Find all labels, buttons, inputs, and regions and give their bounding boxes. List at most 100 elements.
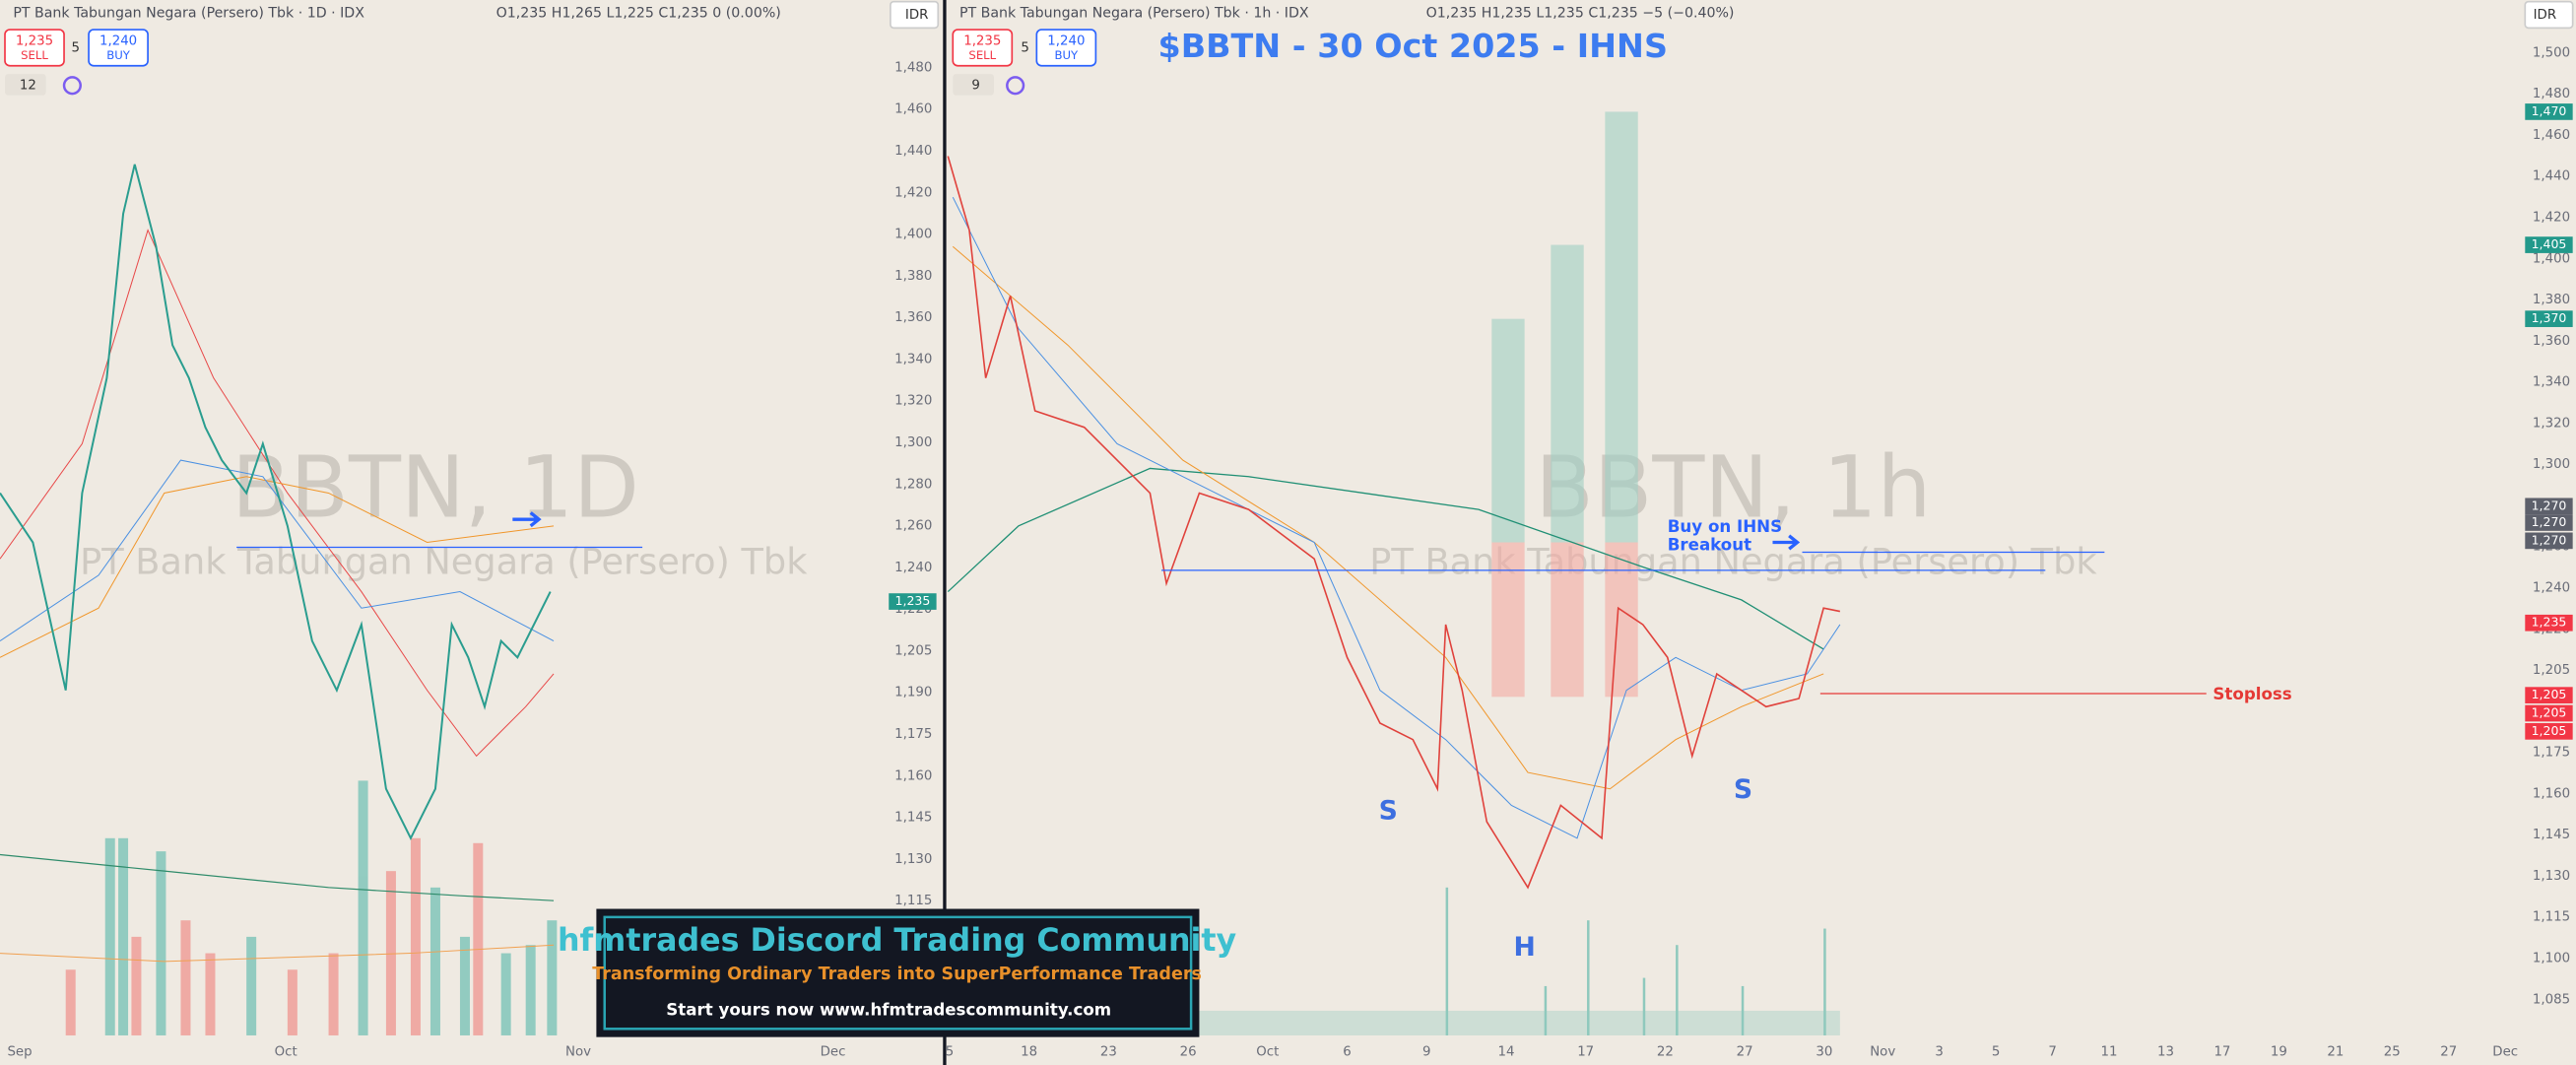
price-axis-label: 1,175 bbox=[2533, 746, 2570, 761]
price-axis-label: 1,130 bbox=[894, 852, 932, 867]
price-badge bbox=[2525, 310, 2573, 327]
time-axis-label: Dec bbox=[2492, 1045, 2518, 1060]
currency: IDR bbox=[2534, 8, 2556, 23]
price-axis-label: 1,100 bbox=[2533, 951, 2570, 965]
banner bbox=[596, 908, 1200, 1037]
arrow bbox=[512, 511, 542, 528]
pattern-label: S bbox=[1734, 774, 1752, 805]
time-axis-label: 26 bbox=[1180, 1045, 1197, 1060]
price-axis-label: 1,160 bbox=[2533, 786, 2570, 801]
buy-label: BUY bbox=[106, 48, 131, 62]
sell-button[interactable] bbox=[952, 29, 1014, 67]
watermark-name: PT Bank Tabungan Negara (Persero) Tbk bbox=[1369, 541, 2097, 583]
quantity: 5 bbox=[71, 40, 79, 55]
price-axis-label: 1,300 bbox=[894, 435, 932, 450]
time-axis-label: Nov bbox=[565, 1045, 591, 1060]
moving-average bbox=[0, 854, 554, 900]
moving-average bbox=[0, 231, 554, 757]
time-axis-label: Oct bbox=[1256, 1045, 1279, 1060]
time-axis-label: 3 bbox=[1935, 1045, 1943, 1060]
price-axis-label: 1,480 bbox=[894, 60, 932, 75]
price-axis-label: 1,320 bbox=[894, 394, 932, 409]
ohlc: O1,235 H1,235 L1,235 C1,235 −5 (−0.40%) bbox=[1426, 5, 1735, 21]
moving-average bbox=[948, 468, 1823, 649]
icon[interactable] bbox=[1006, 76, 1025, 96]
price-axis-label: 1,280 bbox=[894, 477, 932, 492]
price-axis-label: 1,205 bbox=[894, 643, 932, 658]
banner-subtitle: Transforming Ordinary Traders into Super… bbox=[592, 965, 1202, 984]
sell-price: 1,235 bbox=[16, 34, 53, 49]
time-axis-label: 5 bbox=[946, 1045, 954, 1060]
indicator-toggle[interactable] bbox=[953, 74, 994, 96]
price-axis-label: 1,360 bbox=[2533, 334, 2570, 349]
annotation: Stoploss bbox=[2213, 685, 2291, 703]
time-axis-label: Oct bbox=[275, 1045, 297, 1060]
banner-border bbox=[603, 915, 1193, 1031]
price-axis-label: 1,360 bbox=[894, 310, 932, 325]
time-axis-label: 27 bbox=[1737, 1045, 1753, 1060]
price-axis-label: 1,460 bbox=[2533, 128, 2570, 143]
left-volume bbox=[65, 780, 558, 1035]
time-axis-label: 13 bbox=[2157, 1045, 2174, 1060]
moving-average bbox=[0, 477, 554, 658]
price-axis-label: 1,460 bbox=[894, 102, 932, 117]
price-badge-label: 1,270 bbox=[2532, 498, 2567, 512]
price-axis-label: 1,340 bbox=[2533, 375, 2570, 390]
order-buttons: 1,235 SELL 5 1,240 BUY 12 1,235 SELL 5 1… bbox=[4, 29, 1097, 96]
moving-average bbox=[0, 460, 554, 641]
buy-label: BUY bbox=[1055, 48, 1080, 62]
sell-label: SELL bbox=[21, 48, 48, 62]
symbol-header: PT Bank Tabungan Negara (Persero) Tbk · … bbox=[959, 5, 1309, 21]
annotation: Buy on IHNS bbox=[1668, 517, 1782, 536]
buy-button[interactable] bbox=[88, 29, 149, 67]
indicator-count: 9 bbox=[971, 79, 979, 94]
buy-price: 1,240 bbox=[1047, 34, 1085, 49]
time-axis-label: 5 bbox=[1992, 1045, 2000, 1060]
time-axis-label: 9 bbox=[1422, 1045, 1430, 1060]
pattern-label: S bbox=[1379, 796, 1398, 827]
time-axis-label: 30 bbox=[1816, 1045, 1832, 1060]
annotation: Breakout bbox=[1668, 535, 1751, 554]
time-axis-label: 21 bbox=[2327, 1045, 2344, 1060]
price-badge bbox=[2525, 514, 2573, 531]
arrow bbox=[1772, 534, 1801, 551]
watermark-symbol: BBTN, 1D bbox=[231, 437, 639, 537]
time-axis-label: 22 bbox=[1657, 1045, 1674, 1060]
price-axis-label: 1,300 bbox=[2533, 457, 2570, 472]
moving-average bbox=[953, 197, 1840, 838]
price-badge bbox=[2525, 723, 2573, 740]
time-axis-label: 27 bbox=[2440, 1045, 2457, 1060]
price-axis-label: 1,380 bbox=[2533, 293, 2570, 307]
time-axis-label: Sep bbox=[7, 1045, 32, 1060]
banner-cta: Start yours now www.hfmtradescommunity.c… bbox=[666, 1000, 1111, 1019]
price-axis-label: 1,400 bbox=[2533, 251, 2570, 266]
indicator-toggle[interactable] bbox=[5, 74, 46, 96]
price-axis-label: 1,320 bbox=[2533, 416, 2570, 431]
price-badge-label: 1,270 bbox=[2532, 514, 2567, 529]
currency-button[interactable] bbox=[890, 0, 940, 30]
sell-button[interactable] bbox=[4, 29, 65, 67]
icon[interactable] bbox=[62, 76, 82, 96]
price-axis-label: 1,115 bbox=[2533, 910, 2570, 925]
price-axis-label: 1,420 bbox=[2533, 210, 2570, 225]
target-boxes bbox=[1491, 111, 1638, 698]
price-axis-label: 1,115 bbox=[894, 894, 932, 908]
price-line bbox=[948, 156, 1840, 887]
price-badge-label: 1,470 bbox=[2532, 103, 2567, 118]
price-badge bbox=[2525, 103, 2573, 120]
price-axis-label: 1,130 bbox=[2533, 869, 2570, 884]
chart-title: $BBTN - 30 Oct 2025 - IHNS bbox=[1158, 27, 1668, 65]
moving-average bbox=[0, 945, 554, 962]
price-badge-label: 1,205 bbox=[2532, 705, 2567, 720]
price-badge bbox=[2525, 236, 2573, 253]
time-axis-label: 19 bbox=[2271, 1045, 2287, 1060]
symbol-header: PT Bank Tabungan Negara (Persero) Tbk · … bbox=[13, 5, 364, 21]
time-axis-label: Dec bbox=[821, 1045, 846, 1060]
watermark-symbol: BBTN, 1h bbox=[1535, 437, 1931, 537]
indicator-count: 12 bbox=[20, 79, 36, 94]
sell-label: SELL bbox=[968, 48, 996, 62]
currency-button[interactable] bbox=[2524, 0, 2574, 30]
price-badge bbox=[889, 593, 937, 610]
time-axis-label: 18 bbox=[1021, 1045, 1037, 1060]
buy-button[interactable] bbox=[1035, 29, 1097, 67]
